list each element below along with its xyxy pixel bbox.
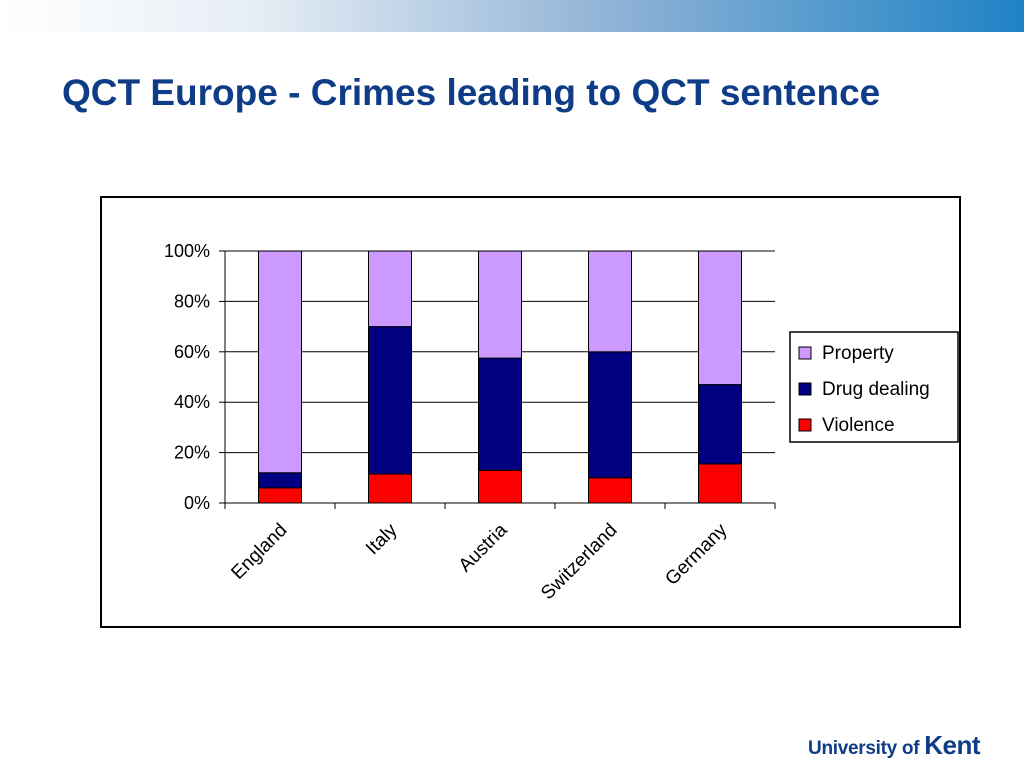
x-tick-label: England <box>227 520 291 584</box>
x-tick-label: Germany <box>661 519 731 589</box>
x-tick-label: Switzerland <box>537 520 621 604</box>
bar-violence <box>478 469 522 504</box>
logo-text-university: University of <box>808 738 925 759</box>
bar-violence <box>258 487 302 504</box>
y-tick-label: 80% <box>174 291 210 311</box>
legend-box <box>789 331 959 443</box>
bar-violence <box>588 477 632 504</box>
bar-property <box>698 250 742 386</box>
slide-title: QCT Europe - Crimes leading to QCT sente… <box>62 72 881 113</box>
bar-drug-dealing <box>588 351 632 479</box>
bar-drug-dealing <box>698 384 742 465</box>
x-tick-label: Austria <box>455 519 512 576</box>
bar-drug-dealing <box>368 326 412 475</box>
legend-label: Violence <box>822 415 895 436</box>
bar-violence <box>698 463 742 504</box>
legend-label: Property <box>822 343 894 364</box>
y-tick-label: 60% <box>174 342 210 362</box>
bar-drug-dealing <box>478 357 522 471</box>
bar-drug-dealing <box>258 472 302 489</box>
stacked-bar-chart: 0% 20% 40% 60% 80% 100% England Italy Austria Swi… <box>164 241 959 604</box>
top-gradient-band <box>0 0 1024 32</box>
x-tick-label: Italy <box>362 519 402 559</box>
university-logo: University of Kent <box>808 730 980 761</box>
legend-swatch <box>798 418 812 432</box>
y-tick-label: 40% <box>174 392 210 412</box>
y-tick-label: 0% <box>184 493 210 513</box>
y-tick-label: 20% <box>174 443 210 463</box>
logo-text-kent: Kent <box>924 730 980 760</box>
bar-property <box>478 250 522 359</box>
bar-violence <box>368 473 412 504</box>
bar-property <box>368 250 412 328</box>
bar-property <box>588 250 632 353</box>
legend-swatch <box>798 382 812 396</box>
y-tick-label: 100% <box>164 241 210 261</box>
legend-swatch <box>798 346 812 360</box>
chart-frame: 0% 20% 40% 60% 80% 100% England Italy Austria Swi… <box>100 196 961 628</box>
bar-property <box>258 250 302 474</box>
legend-label: Drug dealing <box>822 379 930 400</box>
